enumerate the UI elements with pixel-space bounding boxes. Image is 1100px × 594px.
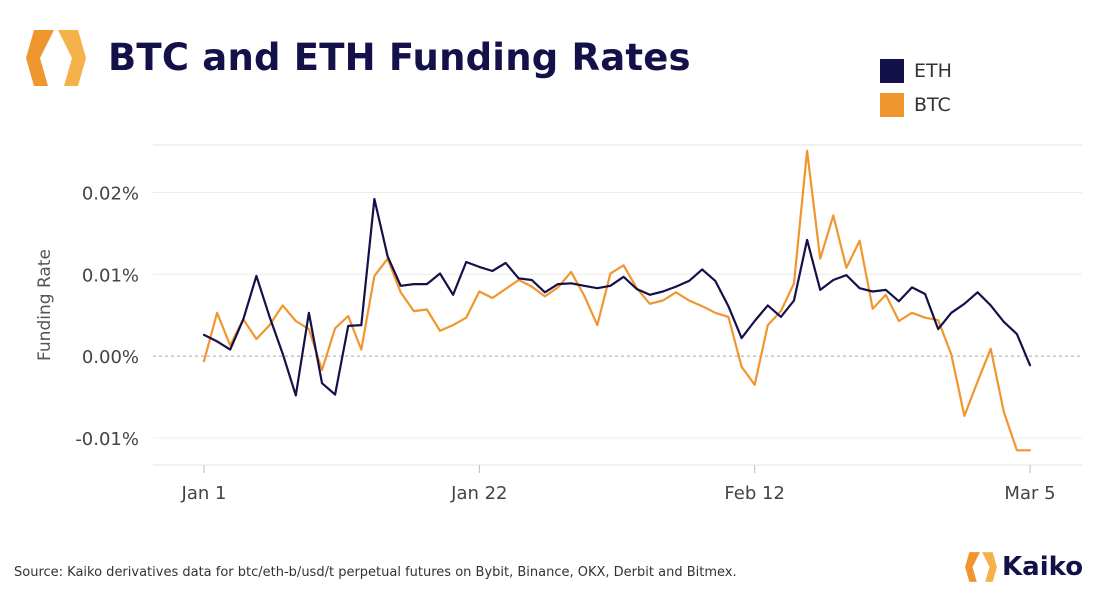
kaiko-logo-icon	[26, 30, 86, 86]
legend-swatch-eth	[880, 59, 904, 83]
brand-name: Kaiko	[1002, 552, 1084, 582]
funding-rate-chart: -0.01% 0.00% 0.01% 0.02% Funding Rate Jan 1 Ja…	[35, 144, 1082, 504]
x-tick-label: Jan 1	[181, 483, 227, 504]
legend: ETH BTC	[880, 54, 952, 122]
series-line-btc	[202, 149, 1032, 452]
chart-title: BTC and ETH Funding Rates	[108, 36, 691, 79]
legend-item-btc[interactable]: BTC	[880, 88, 952, 122]
source-note: Source: Kaiko derivatives data for btc/e…	[14, 565, 737, 580]
legend-item-eth[interactable]: ETH	[880, 54, 952, 88]
y-tick-label: 0.00%	[82, 347, 139, 368]
legend-label-btc: BTC	[914, 94, 951, 116]
x-tick-label: Feb 12	[724, 483, 785, 504]
x-tick-label: Mar 5	[1004, 483, 1055, 504]
y-tick-label: 0.02%	[82, 183, 139, 204]
y-axis-label: Funding Rate	[35, 249, 55, 361]
legend-swatch-btc	[880, 93, 904, 117]
kaiko-brand-icon	[965, 552, 997, 582]
brand: Kaiko	[964, 550, 1083, 584]
x-tick-label: Jan 22	[450, 483, 507, 504]
y-tick-label: -0.01%	[75, 429, 139, 450]
legend-label-eth: ETH	[914, 60, 952, 82]
series-line-eth	[202, 197, 1032, 397]
y-tick-label: 0.01%	[82, 265, 139, 286]
